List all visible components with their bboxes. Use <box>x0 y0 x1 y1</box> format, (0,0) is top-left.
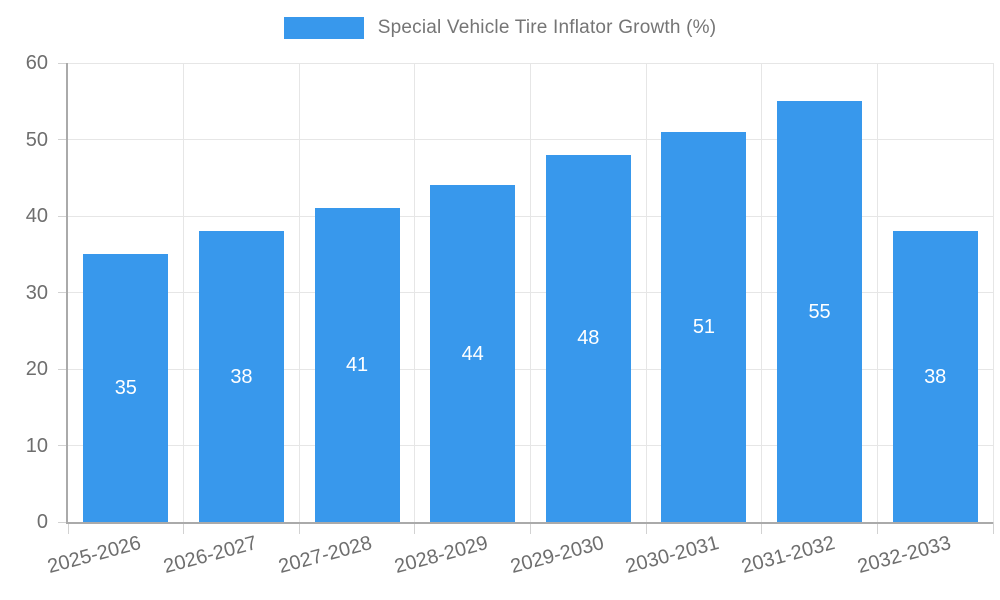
bar-value-label: 51 <box>692 315 716 338</box>
bar-value-label: 48 <box>577 327 600 350</box>
y-axis-line <box>66 63 68 524</box>
bar-2026-2027[interactable]: 38 <box>198 231 284 522</box>
y-tick <box>58 292 68 293</box>
x-axis-label: 2027-2028 <box>276 532 375 579</box>
bar-2025-2026[interactable]: 35 <box>83 254 169 522</box>
y-axis-label: 50 <box>25 128 48 151</box>
gridline-vertical <box>876 63 878 522</box>
y-axis-label: 40 <box>25 205 48 227</box>
bar-value-label: 38 <box>924 365 947 388</box>
gridline-vertical <box>645 63 647 522</box>
bar-value-label: 41 <box>345 354 369 377</box>
bar-2028-2029[interactable]: 44 <box>430 185 516 522</box>
gridline-vertical <box>414 63 416 522</box>
bar-value-label: 35 <box>114 377 137 400</box>
x-tick <box>530 522 531 534</box>
y-axis-label: 60 <box>25 52 48 74</box>
x-axis-label: 2025-2026 <box>45 532 144 579</box>
x-tick <box>67 522 69 534</box>
y-tick <box>58 62 68 64</box>
x-tick <box>761 522 763 534</box>
bar-2029-2030[interactable]: 48 <box>545 154 631 522</box>
x-axis-label: 2031-2032 <box>739 532 838 579</box>
bar-2030-2031[interactable]: 51 <box>661 131 747 522</box>
x-tick <box>992 522 994 534</box>
x-axis-label: 2030-2031 <box>623 532 722 579</box>
x-axis-label: 2029-2030 <box>507 532 607 579</box>
y-tick <box>58 368 68 370</box>
x-axis-line <box>66 522 993 524</box>
y-tick <box>58 215 68 217</box>
x-tick <box>183 522 185 534</box>
gridline-vertical <box>298 63 300 522</box>
x-axis-label: 2028-2029 <box>392 532 491 579</box>
bar-value-label: 38 <box>230 365 253 388</box>
x-axis-label: 2032-2033 <box>854 532 953 579</box>
bar-2027-2028[interactable]: 41 <box>314 208 400 522</box>
y-tick <box>58 521 68 523</box>
bar-2031-2032[interactable]: 55 <box>777 101 863 522</box>
gridline-vertical <box>761 63 763 522</box>
chart-legend: Special Vehicle Tire Inflator Growth (%) <box>0 17 1000 39</box>
y-tick <box>58 445 68 446</box>
legend-swatch <box>283 17 364 39</box>
y-axis-label: 30 <box>25 281 48 304</box>
y-axis-label: 10 <box>25 434 48 457</box>
x-tick <box>645 522 647 534</box>
gridline-vertical <box>530 63 531 522</box>
legend-label: Special Vehicle Tire Inflator Growth (%) <box>377 17 717 38</box>
x-tick <box>876 522 878 534</box>
x-tick <box>298 522 300 534</box>
y-axis-label: 0 <box>36 511 48 533</box>
x-tick <box>414 522 416 534</box>
gridline-vertical <box>992 63 994 522</box>
bar-value-label: 44 <box>461 342 484 365</box>
y-tick <box>58 139 68 140</box>
x-axis-label: 2026-2027 <box>161 532 260 579</box>
gridline-vertical <box>183 63 185 522</box>
y-axis-label: 20 <box>25 358 48 380</box>
bar-2032-2033[interactable]: 38 <box>892 231 978 522</box>
bar-value-label: 55 <box>808 300 831 323</box>
